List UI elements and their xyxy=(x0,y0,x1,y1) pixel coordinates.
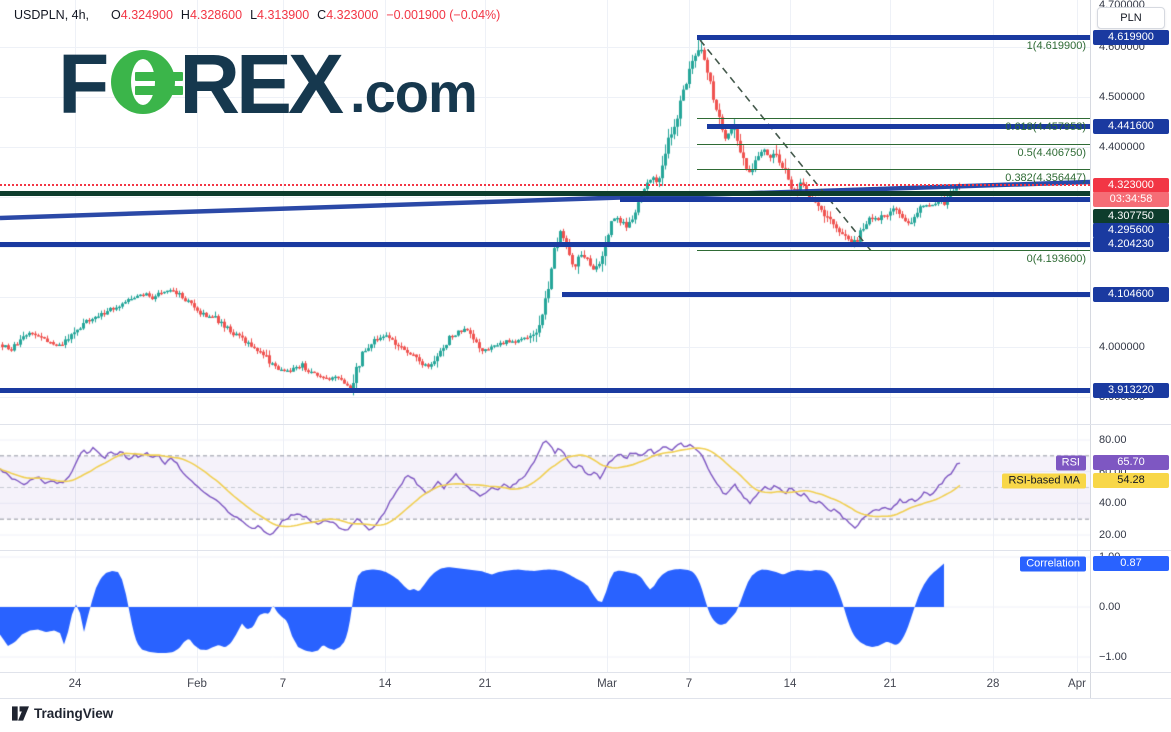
support-resistance-line[interactable] xyxy=(697,35,1090,40)
price-level-badge: 4.204230 xyxy=(1093,237,1169,252)
current-price-line[interactable] xyxy=(0,184,1090,186)
pane-separator[interactable] xyxy=(0,424,1171,425)
price-level-badge: 54.28 xyxy=(1093,473,1169,488)
correlation-pane-canvas[interactable] xyxy=(0,550,1090,672)
change-value: −0.001900 (−0.04%) xyxy=(386,8,501,22)
price-level-badge: 4.104600 xyxy=(1093,287,1169,302)
time-axis-label: 28 xyxy=(986,678,1000,690)
footer-separator xyxy=(0,698,1171,699)
tradingview-brand[interactable]: TradingView xyxy=(12,706,113,721)
pane-separator[interactable] xyxy=(0,550,1171,551)
price-level-badge: 3.913220 xyxy=(1093,383,1169,398)
time-axis-separator xyxy=(0,672,1171,673)
time-axis-label: 7 xyxy=(685,678,693,690)
support-resistance-line[interactable] xyxy=(707,124,1090,129)
price-level-badge: 4.307750 xyxy=(1093,209,1169,224)
ohlc-item: O4.324900 xyxy=(111,8,173,22)
price-level-badge: 4.441600 xyxy=(1093,119,1169,134)
trendline-overlay xyxy=(0,39,1090,253)
time-axis-label: Apr xyxy=(1068,678,1086,690)
time-axis-label: Feb xyxy=(187,678,207,690)
price-level-badge: 0.87 xyxy=(1093,556,1169,571)
rsi-tick: 80.00 xyxy=(1099,434,1127,446)
price-tick: 4.400000 xyxy=(1099,141,1145,153)
price-level-badge: 4.295600 xyxy=(1093,223,1169,238)
fib-retracement-line[interactable] xyxy=(697,118,1090,119)
descending-dashed-trendline[interactable] xyxy=(699,39,873,253)
time-axis-label: 14 xyxy=(378,678,392,690)
fib-retracement-line[interactable] xyxy=(697,144,1090,145)
ascending-trendline[interactable] xyxy=(0,179,1090,221)
time-axis-label: 21 xyxy=(478,678,492,690)
indicator-name-badge: Correlation xyxy=(1020,556,1086,572)
current-price-badge: 4.323000 xyxy=(1093,178,1169,193)
rsi-tick: 40.00 xyxy=(1099,497,1127,510)
time-axis-label: 14 xyxy=(783,678,797,690)
price-tick: 4.000000 xyxy=(1099,341,1145,353)
rsi-pane-canvas[interactable] xyxy=(0,424,1090,550)
time-axis-label: 21 xyxy=(883,678,897,690)
indicator-name-badge: RSI-based MA xyxy=(1002,473,1086,489)
support-resistance-line[interactable] xyxy=(0,388,1090,393)
fib-level-label[interactable]: 0.382(4.356447) xyxy=(1005,172,1086,184)
support-resistance-line[interactable] xyxy=(0,191,1090,196)
time-axis-label: 7 xyxy=(279,678,287,690)
rsi-tick: 20.00 xyxy=(1099,529,1127,541)
fib-retracement-line[interactable] xyxy=(697,169,1090,170)
price-tick: 4.500000 xyxy=(1099,91,1145,103)
fib-level-label[interactable]: 0.618(4.457953) xyxy=(1005,121,1086,133)
support-resistance-line[interactable] xyxy=(620,197,1090,202)
fib-level-label[interactable]: 1(4.619900) xyxy=(1026,40,1086,52)
bar-countdown-badge: 03:34:58 xyxy=(1093,192,1169,207)
correlation-tick: 0.00 xyxy=(1099,601,1121,613)
price-level-badge: 65.70 xyxy=(1093,455,1169,470)
price-tick: 4.700000 xyxy=(1099,0,1145,11)
symbol-title: USDPLN, 4h, xyxy=(14,8,90,22)
price-axis[interactable]: PLN 4.7000004.6000004.5000004.4000004.30… xyxy=(1090,0,1171,698)
ohlc-values: O4.324900 H4.328600 L4.313900 C4.323000 xyxy=(111,8,386,22)
tradingview-logo-icon xyxy=(12,706,29,721)
ohlc-legend: USDPLN, 4h, O4.324900 H4.328600 L4.313900 C4… xyxy=(14,8,500,22)
price-level-badge: 4.619900 xyxy=(1093,30,1169,45)
correlation-tick: −1.00 xyxy=(1099,651,1127,663)
time-axis-label: Mar xyxy=(597,678,617,690)
indicator-name-badge: RSI xyxy=(1055,455,1086,471)
time-axis-label: 24 xyxy=(68,678,82,690)
tradingview-brand-label: TradingView xyxy=(34,706,114,721)
currency-button[interactable]: PLN xyxy=(1097,7,1165,29)
ohlc-item: L4.313900 xyxy=(250,8,310,22)
ohlc-item: C4.323000 xyxy=(317,8,379,22)
ohlc-item: H4.328600 xyxy=(180,8,243,22)
support-resistance-line[interactable] xyxy=(0,242,1090,247)
support-resistance-line[interactable] xyxy=(562,292,1090,297)
fib-level-label[interactable]: 0(4.193600) xyxy=(1026,253,1086,265)
fib-level-label[interactable]: 0.5(4.406750) xyxy=(1017,147,1087,159)
fib-retracement-line[interactable] xyxy=(697,250,1090,251)
